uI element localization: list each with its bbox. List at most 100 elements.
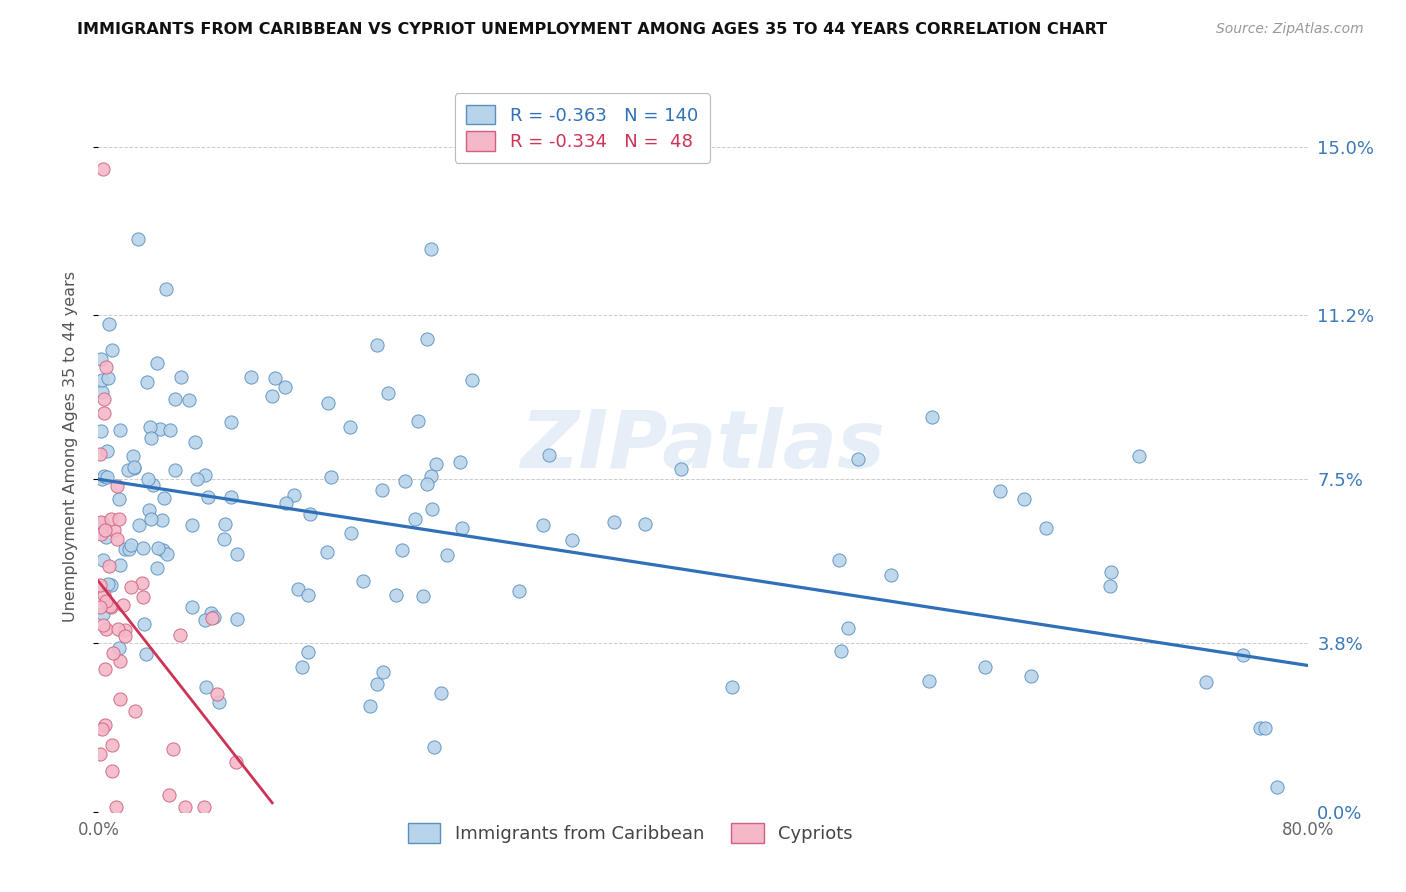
Point — [283, 488, 305, 502]
Y-axis label: Unemployment Among Ages 35 to 44 years: Unemployment Among Ages 35 to 44 years — [63, 270, 77, 622]
Point — [316, 396, 339, 410]
Point — [114, 629, 136, 643]
Point — [97, 317, 120, 331]
Point — [131, 576, 153, 591]
Point — [297, 645, 319, 659]
Point — [634, 517, 657, 532]
Point — [423, 740, 446, 755]
Point — [1035, 521, 1057, 535]
Point — [94, 523, 117, 537]
Point — [91, 553, 114, 567]
Point — [195, 681, 218, 695]
Point — [93, 468, 115, 483]
Point — [89, 578, 111, 592]
Point — [263, 371, 285, 385]
Point — [391, 543, 413, 558]
Point — [122, 449, 145, 463]
Point — [538, 449, 561, 463]
Point — [165, 392, 187, 407]
Point — [122, 460, 145, 475]
Point — [429, 686, 451, 700]
Point — [93, 392, 115, 407]
Point — [197, 490, 219, 504]
Point — [225, 612, 247, 626]
Point — [404, 512, 426, 526]
Point — [359, 698, 381, 713]
Point — [603, 515, 626, 529]
Point — [110, 692, 132, 706]
Point — [225, 547, 247, 561]
Point — [416, 477, 439, 491]
Point — [94, 360, 117, 375]
Point — [91, 607, 114, 622]
Point — [451, 521, 474, 535]
Point — [101, 343, 124, 357]
Point — [128, 518, 150, 533]
Point — [118, 542, 141, 557]
Text: IMMIGRANTS FROM CARIBBEAN VS CYPRIOT UNEMPLOYMENT AMONG AGES 35 TO 44 YEARS CORR: IMMIGRANTS FROM CARIBBEAN VS CYPRIOT UNE… — [77, 22, 1108, 37]
Point — [101, 764, 124, 778]
Point — [1012, 492, 1035, 507]
Point — [159, 423, 181, 437]
Point — [449, 455, 471, 469]
Point — [1128, 450, 1150, 464]
Point — [134, 616, 156, 631]
Point — [108, 640, 131, 655]
Point — [1265, 780, 1288, 794]
Point — [373, 665, 395, 680]
Point — [366, 677, 388, 691]
Point — [93, 588, 115, 602]
Point — [721, 680, 744, 694]
Point — [214, 516, 236, 531]
Point — [225, 755, 247, 769]
Point — [90, 526, 112, 541]
Point — [107, 623, 129, 637]
Point — [918, 674, 941, 689]
Point — [827, 553, 849, 567]
Point — [96, 443, 118, 458]
Point — [846, 452, 869, 467]
Point — [150, 513, 173, 527]
Text: ZIPatlas: ZIPatlas — [520, 407, 886, 485]
Point — [100, 511, 122, 525]
Point — [97, 371, 120, 385]
Point — [1195, 674, 1218, 689]
Point — [384, 588, 406, 602]
Point — [146, 356, 169, 370]
Point — [1019, 669, 1042, 683]
Point — [208, 695, 231, 709]
Point — [319, 470, 342, 484]
Point — [262, 389, 284, 403]
Point — [1099, 565, 1122, 579]
Point — [973, 659, 995, 673]
Point — [108, 558, 131, 572]
Point — [91, 161, 114, 176]
Point — [201, 610, 224, 624]
Point — [461, 373, 484, 387]
Point — [114, 542, 136, 557]
Point — [170, 370, 193, 384]
Point — [100, 577, 122, 591]
Point — [212, 532, 235, 546]
Point — [108, 654, 131, 668]
Point — [669, 462, 692, 476]
Point — [194, 467, 217, 482]
Point — [420, 242, 443, 256]
Point — [122, 460, 145, 475]
Point — [91, 618, 114, 632]
Point — [94, 623, 117, 637]
Point — [156, 547, 179, 561]
Point — [240, 369, 263, 384]
Point — [105, 533, 128, 547]
Point — [100, 599, 122, 614]
Point — [420, 469, 443, 483]
Point — [139, 512, 162, 526]
Point — [274, 380, 297, 394]
Point — [202, 610, 225, 624]
Point — [219, 415, 242, 429]
Point — [91, 516, 114, 531]
Point — [163, 463, 186, 477]
Point — [138, 502, 160, 516]
Point — [132, 541, 155, 555]
Point — [94, 593, 117, 607]
